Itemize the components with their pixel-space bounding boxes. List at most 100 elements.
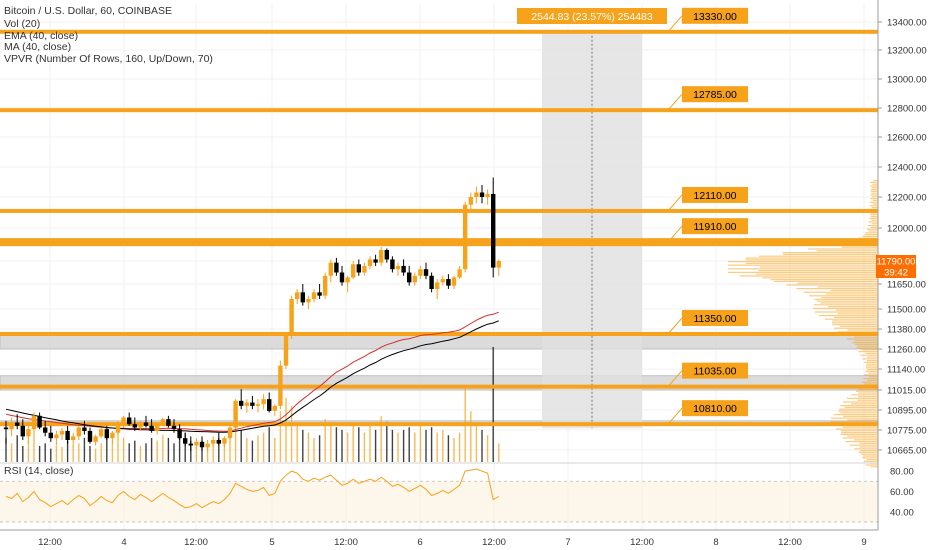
vpvr-row <box>786 284 878 286</box>
vpvr-row <box>857 345 878 347</box>
vpvr-row <box>872 183 878 185</box>
vpvr-row <box>849 444 878 446</box>
volume-bar <box>89 445 91 462</box>
candle-body <box>390 259 395 270</box>
candle-body <box>239 400 244 406</box>
vpvr-row <box>861 349 878 351</box>
volume-bar <box>240 429 242 462</box>
vpvr-row <box>739 275 878 277</box>
vpvr-row <box>826 293 878 295</box>
ma-line <box>5 320 499 433</box>
volume-bar <box>61 447 63 462</box>
vpvr-row <box>863 460 878 462</box>
candle-body <box>71 436 76 440</box>
price-tick-label: 11380.00 <box>887 325 926 336</box>
vpvr-row <box>816 250 878 252</box>
candle-body <box>334 262 339 273</box>
volume-bar <box>162 435 164 462</box>
volume-bar <box>470 411 472 462</box>
vpvr-row <box>867 356 878 358</box>
vpvr-row <box>862 457 878 459</box>
vpvr-row <box>864 234 878 236</box>
vpvr-row <box>824 318 878 320</box>
volume-bar <box>414 432 416 462</box>
candle-body <box>99 429 104 437</box>
vpvr-row <box>860 453 878 455</box>
measure-tool[interactable] <box>542 31 642 429</box>
volume-bar <box>145 443 147 462</box>
vpvr-row <box>862 455 878 457</box>
candle-body <box>272 405 277 411</box>
vpvr-row <box>871 207 878 209</box>
vpvr-row <box>762 277 878 279</box>
time-axis[interactable]: 12:00 4 12:00 5 12:00 6 12:00 7 12:00 8 12:00 9 <box>0 529 878 548</box>
current-price-box <box>876 255 916 267</box>
candle-body <box>328 262 333 276</box>
price-axis[interactable]: 13400.00 13200.00 13000.00 12800.00 12600.00… <box>877 0 927 530</box>
candle-body <box>250 402 255 406</box>
vpvr-row <box>839 408 878 410</box>
level-label-box <box>682 362 748 379</box>
vpvr-row <box>870 194 878 196</box>
candle-body <box>15 422 20 426</box>
price-tick-label: 10775.00 <box>887 426 927 437</box>
candle-body <box>373 259 378 263</box>
vpvr-row <box>862 358 878 360</box>
candle-body <box>306 299 311 303</box>
volume-bar <box>486 435 489 462</box>
time-tick-label: 12:00 <box>630 537 654 548</box>
candle-body <box>300 292 305 303</box>
vpvr-row <box>745 262 878 264</box>
candle-body <box>205 443 210 448</box>
candle-body <box>362 265 367 273</box>
volume-bar <box>5 437 7 462</box>
volume-bar <box>430 427 433 462</box>
volume-bar <box>419 424 422 462</box>
vpvr-row <box>837 331 878 333</box>
vpvr-row <box>816 300 878 302</box>
volume-bar <box>307 432 310 462</box>
candle-body <box>160 419 165 425</box>
vpvr-row <box>728 268 878 270</box>
volume-bar <box>106 435 108 462</box>
vpvr-row <box>838 410 878 412</box>
vpvr-row <box>868 230 878 232</box>
moving-averages <box>5 311 499 433</box>
vpvr-row <box>846 397 878 399</box>
volume-bar <box>16 435 18 462</box>
level-callout-line <box>667 93 683 111</box>
price-level-line <box>0 108 878 113</box>
volume-bar <box>425 429 427 462</box>
vpvr-row <box>864 383 878 385</box>
price-levels[interactable] <box>0 29 878 427</box>
level-callout-line <box>667 194 683 212</box>
time-tick-label: 4 <box>121 537 126 548</box>
volume-bar <box>358 427 360 462</box>
volume-bar <box>234 424 237 462</box>
support-zone <box>0 333 879 350</box>
vpvr-row <box>847 435 878 437</box>
vpvr-row <box>830 421 878 423</box>
volume-bars <box>5 347 500 462</box>
vpvr-row <box>870 216 878 218</box>
volume-bar <box>150 437 153 462</box>
vpvr-row <box>869 217 878 219</box>
level-label-text: 12110.00 <box>693 190 736 202</box>
level-label-text: 13330.00 <box>693 11 737 23</box>
candle-body <box>222 438 227 444</box>
volume-bar <box>78 443 80 462</box>
vpvr-row <box>770 279 878 281</box>
vpvr-row <box>859 450 878 452</box>
price-tick-label: 13200.00 <box>887 46 927 57</box>
candle-body <box>395 265 401 270</box>
candle-body <box>463 204 468 270</box>
volume-bar <box>27 440 30 462</box>
vpvr-row <box>745 259 878 261</box>
vpvr-row <box>858 451 878 453</box>
level-labels[interactable]: 13330.00 12785.00 12110.00 11910.00 11350.00… <box>667 7 748 425</box>
candle-body <box>177 429 182 439</box>
current-price-badge: 11790.00 39:42 <box>876 255 916 279</box>
legend: Bitcoin / U.S. Dollar, 60, COINBASE Vol … <box>4 5 213 477</box>
vpvr-row <box>868 221 878 223</box>
